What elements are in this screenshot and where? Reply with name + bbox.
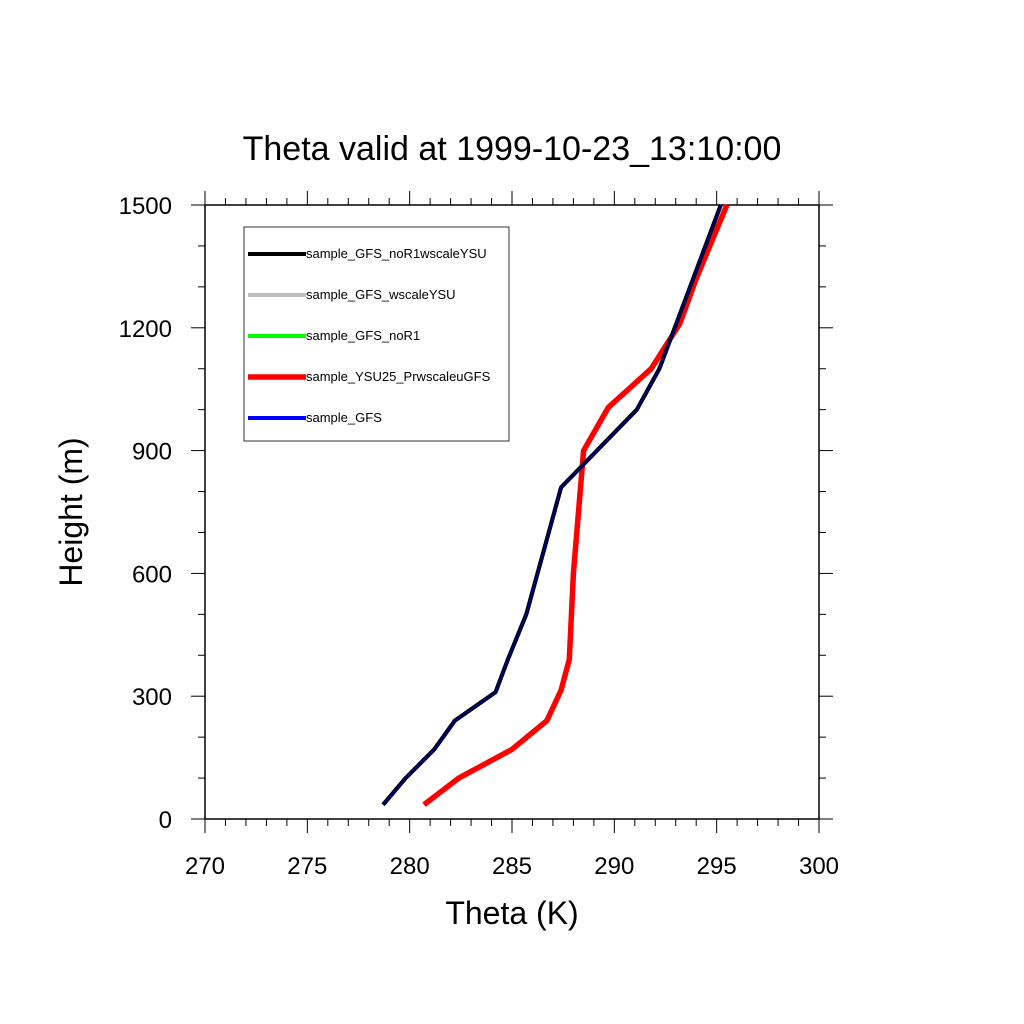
- chart-title: Theta valid at 1999-10-23_13:10:00: [243, 130, 782, 168]
- legend-label: sample_GFS: [306, 410, 382, 425]
- legend: sample_GFS_noR1wscaleYSU sample_GFS_wscal…: [243, 226, 510, 442]
- y-tick-label: 0: [159, 807, 172, 834]
- y-axis-label: Height (m): [53, 437, 89, 586]
- x-axis-label: Theta (K): [445, 895, 578, 931]
- x-tick-label: 290: [594, 853, 634, 880]
- x-tick-label: 300: [799, 853, 839, 880]
- x-tick-label: 275: [287, 853, 327, 880]
- x-tick-label: 295: [697, 853, 737, 880]
- legend-label: sample_GFS_noR1: [306, 328, 420, 343]
- y-tick-label: 900: [132, 439, 172, 466]
- x-tick-label: 280: [390, 853, 430, 880]
- x-tick-label: 285: [492, 853, 532, 880]
- series-line-overlay: [382, 204, 722, 806]
- series-layer: [381, 203, 730, 807]
- y-tick-label: 300: [132, 684, 172, 711]
- series-line-sample_YSU25_PrwscaleuGFS: [422, 203, 730, 807]
- legend-label: sample_YSU25_PrwscaleuGFS: [306, 369, 491, 384]
- legend-label: sample_GFS_noR1wscaleYSU: [306, 246, 487, 261]
- y-tick-label: 1200: [119, 316, 172, 343]
- axis-ticks: 270 275 280 285 290 295 300 0 300 600 900 1200 1500: [119, 191, 839, 880]
- y-tick-label: 1500: [119, 193, 172, 220]
- x-tick-label: 270: [185, 853, 225, 880]
- legend-label: sample_GFS_wscaleYSU: [306, 287, 456, 302]
- y-tick-label: 600: [132, 561, 172, 588]
